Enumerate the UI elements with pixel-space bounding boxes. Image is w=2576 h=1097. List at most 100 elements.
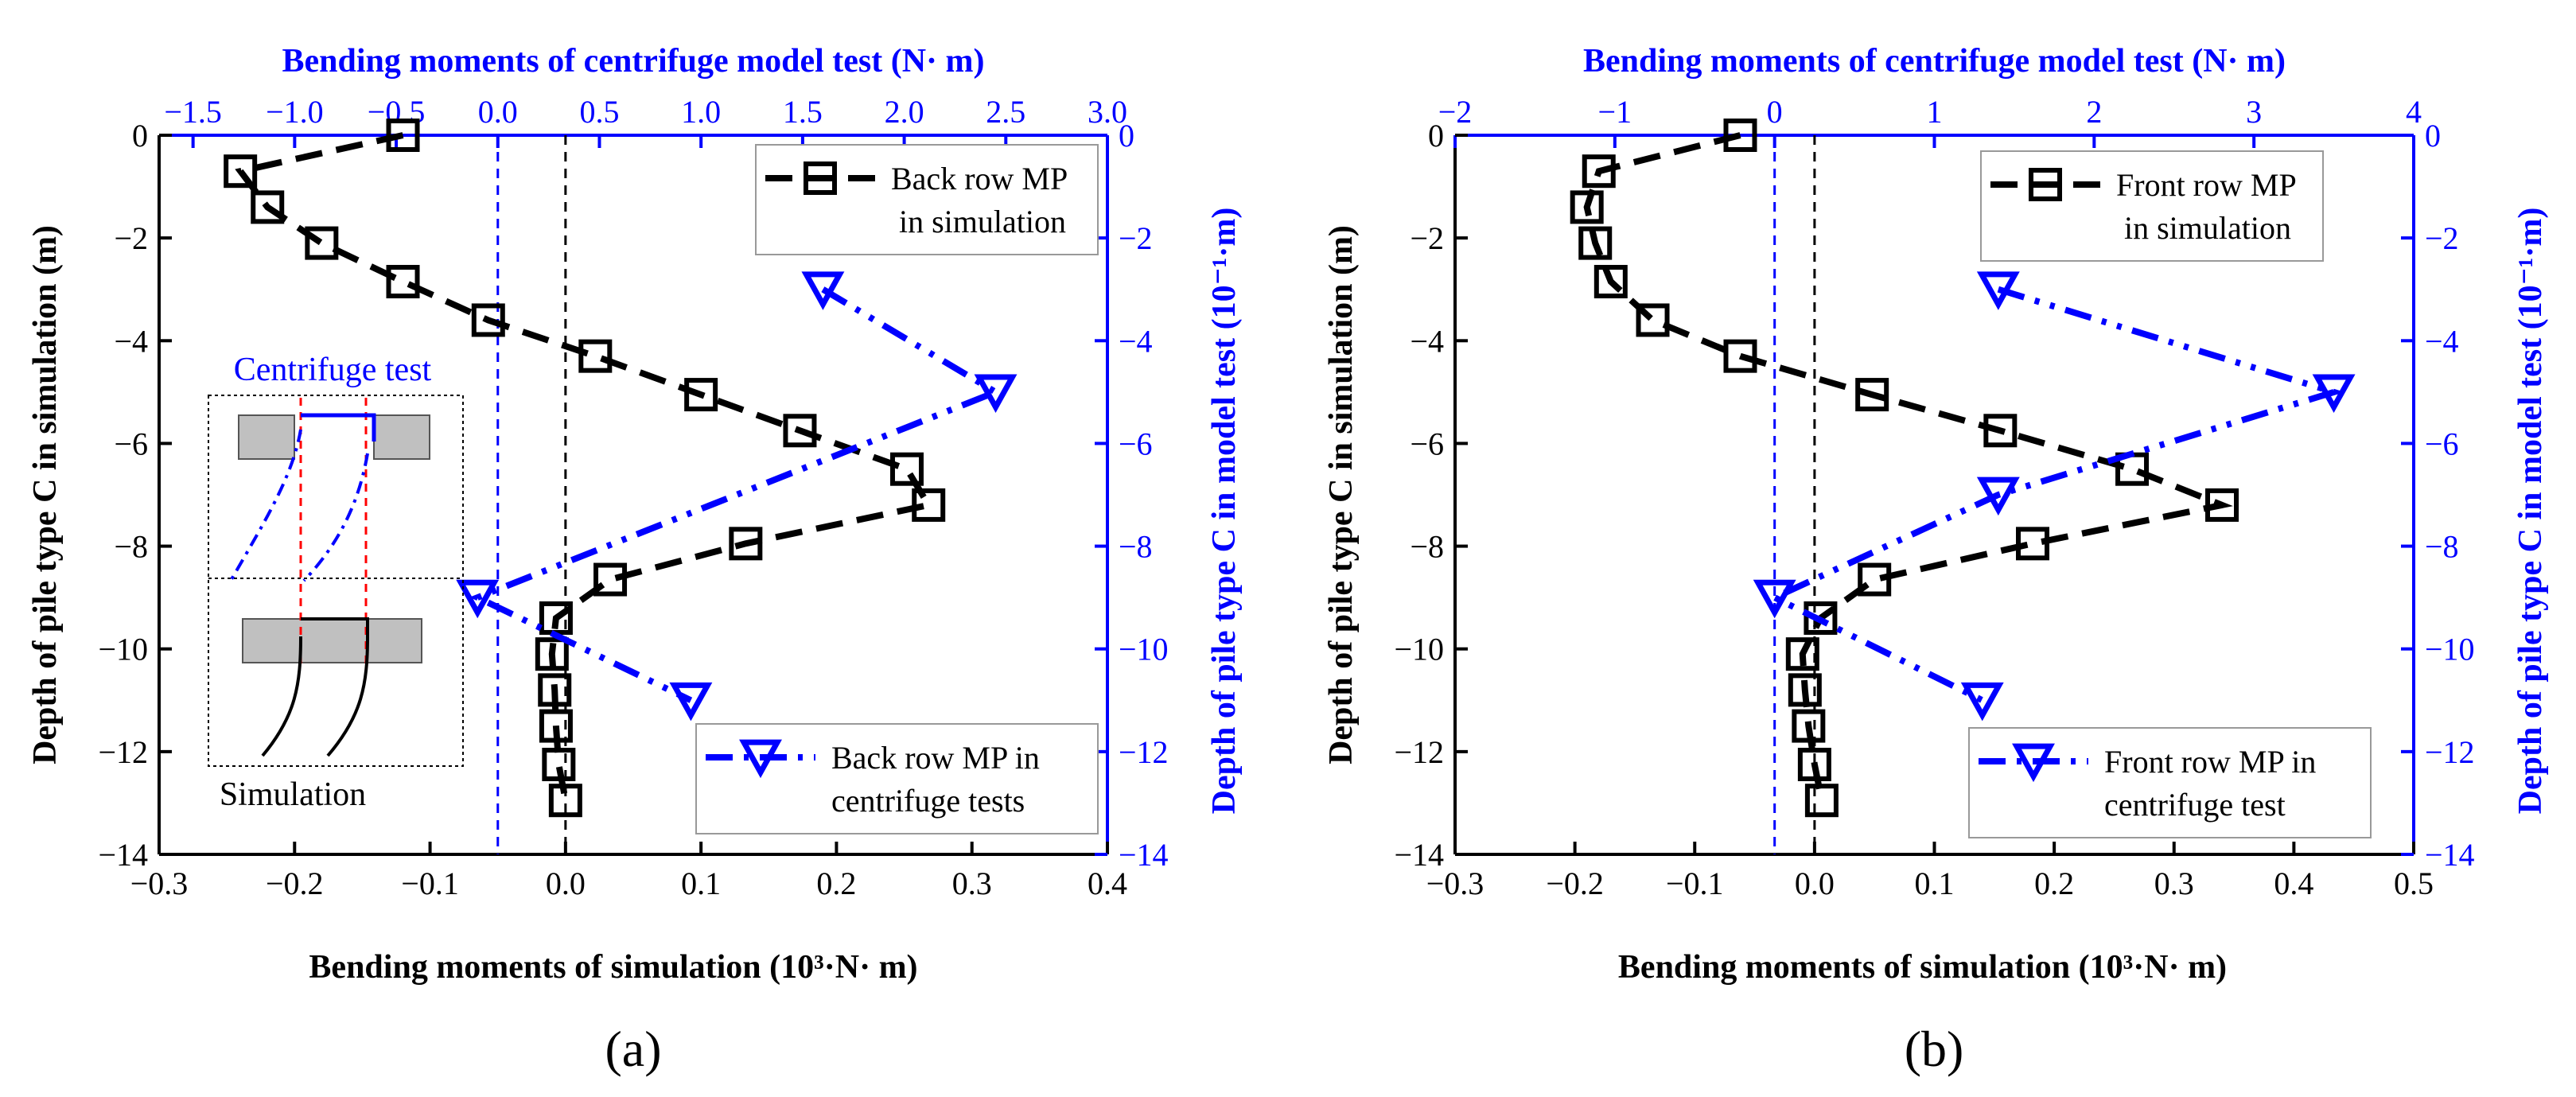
simulation-point: [1570, 190, 1604, 224]
legend-marker: [2012, 743, 2055, 783]
centrifuge-point: [801, 271, 845, 310]
bottom-axis-title: Bending moments of simulation (10³·N· m): [1618, 949, 2227, 986]
right-axis-title: Depth of pile type C in model test (10⁻¹…: [1206, 208, 1243, 815]
right-tick-label: −8: [2425, 529, 2459, 565]
top-tick-label: 0.5: [579, 94, 619, 130]
left-tick-label: −8: [1410, 529, 1444, 565]
inset-frame: [208, 395, 464, 767]
top-tick-label: −1.0: [266, 94, 324, 130]
inset-pile-cap-black: [301, 617, 369, 636]
centrifuge-point: [2312, 374, 2356, 413]
left-tick-label: 0: [1428, 118, 1444, 154]
simulation-point: [1855, 378, 1889, 412]
bottom-tick-label: −0.1: [401, 866, 459, 901]
inset-top-label: Centrifuge test: [234, 352, 432, 388]
bottom-tick-label: 0.1: [681, 866, 721, 901]
top-axis-title: Bending moments of centrifuge model test…: [282, 43, 984, 80]
simulation-point: [542, 748, 576, 781]
left-axis-title: Depth of pile type C in simulation (m): [1323, 225, 1360, 764]
top-tick-label: 0: [1767, 94, 1783, 130]
simulation-point: [783, 414, 817, 448]
top-tick-label: −2: [1438, 94, 1473, 130]
right-tick-label: −10: [2425, 632, 2475, 667]
centrifuge-point: [456, 579, 500, 619]
bottom-tick-label: 0.0: [1795, 866, 1835, 901]
simulation-point: [251, 190, 285, 224]
right-tick-label: −2: [1119, 220, 1153, 256]
left-tick-label: −8: [114, 529, 148, 565]
simulation-point: [889, 452, 924, 486]
simulation-point: [1593, 265, 1628, 299]
top-tick-label: 2.0: [885, 94, 924, 130]
legend-simulation: Front row MP in simulation: [1980, 150, 2324, 262]
left-tick-label: −10: [1394, 632, 1444, 667]
top-tick-label: 3.0: [1088, 94, 1127, 130]
simulation-point: [1578, 226, 1613, 260]
top-tick-label: 0.0: [478, 94, 518, 130]
right-tick-label: −12: [2425, 734, 2475, 770]
legend-marker: [739, 739, 782, 779]
legend-text-line-2: centrifuge tests: [831, 783, 1025, 819]
left-tick-label: −2: [1410, 220, 1444, 256]
simulation-point: [1723, 119, 1757, 152]
bottom-tick-label: 0.3: [2154, 866, 2194, 901]
legend-text-line-2: centrifuge test: [2104, 787, 2286, 823]
right-axis-title: Depth of pile type C in model test (10⁻¹…: [2512, 208, 2549, 815]
inset-cap-right-top: [373, 414, 430, 460]
left-tick-label: −12: [98, 734, 148, 770]
left-tick-label: −4: [1410, 323, 1444, 359]
left-tick-label: −14: [1394, 837, 1444, 873]
simulation-point: [1636, 303, 1670, 337]
top-tick-label: 1.5: [783, 94, 823, 130]
simulation-point: [1582, 154, 1616, 189]
centrifuge-point: [669, 682, 713, 722]
bottom-tick-label: −0.2: [1546, 866, 1604, 901]
simulation-point: [1797, 748, 1831, 781]
top-tick-label: 4: [2406, 94, 2422, 130]
centrifuge-point: [1976, 271, 2020, 310]
bottom-tick-label: 0.2: [2034, 866, 2074, 901]
simulation-point: [386, 265, 420, 299]
left-tick-label: −4: [114, 323, 148, 359]
inset-cap-bottom: [242, 618, 422, 663]
left-tick-label: −10: [98, 632, 148, 667]
simulation-point: [305, 226, 339, 260]
simulation-point: [578, 339, 613, 373]
simulation-point: [729, 527, 763, 561]
right-tick-label: −4: [1119, 323, 1153, 359]
simulation-point: [2205, 488, 2239, 522]
simulation-point: [224, 154, 258, 189]
legend-centrifuge: Front row MP in centrifuge test: [1968, 727, 2372, 838]
legend-simulation: Back row MP in simulation: [755, 144, 1099, 255]
centrifuge-point: [1960, 682, 2004, 722]
legend-marker: [2029, 168, 2062, 201]
legend-centrifuge: Back row MP in centrifuge tests: [695, 723, 1099, 834]
right-tick-label: −14: [2425, 837, 2475, 873]
inset-diagram: Centrifuge test Simulation: [208, 352, 464, 813]
bottom-tick-label: 0.3: [952, 866, 992, 901]
bottom-tick-label: −0.3: [1426, 866, 1485, 901]
bottom-axis-title: Bending moments of simulation (10³·N· m): [309, 949, 917, 986]
simulation-point: [2016, 527, 2050, 561]
top-tick-label: −1: [1598, 94, 1632, 130]
simulation-point: [538, 673, 572, 707]
top-tick-label: −1.5: [164, 94, 222, 130]
inset-pile-blue-left: [229, 429, 302, 582]
legend-text-line-1: Back row MP in: [831, 740, 1040, 776]
right-tick-label: −2: [2425, 220, 2459, 256]
simulation-series-line: [1583, 132, 2233, 801]
left-tick-label: 0: [132, 118, 148, 154]
centrifuge-point: [1976, 477, 2020, 516]
top-tick-label: 3: [2246, 94, 2262, 130]
simulation-point: [1983, 414, 2018, 448]
left-tick-label: −6: [1410, 426, 1444, 461]
bottom-tick-label: −0.2: [266, 866, 324, 901]
inset-pile-blue-right: [302, 453, 369, 582]
left-axis-title: Depth of pile type C in simulation (m): [27, 225, 64, 764]
left-tick-label: −6: [114, 426, 148, 461]
simulation-point: [1785, 637, 1819, 671]
top-tick-label: 1: [1927, 94, 1943, 130]
bottom-tick-label: 0.1: [1915, 866, 1955, 901]
simulation-point: [548, 784, 582, 818]
